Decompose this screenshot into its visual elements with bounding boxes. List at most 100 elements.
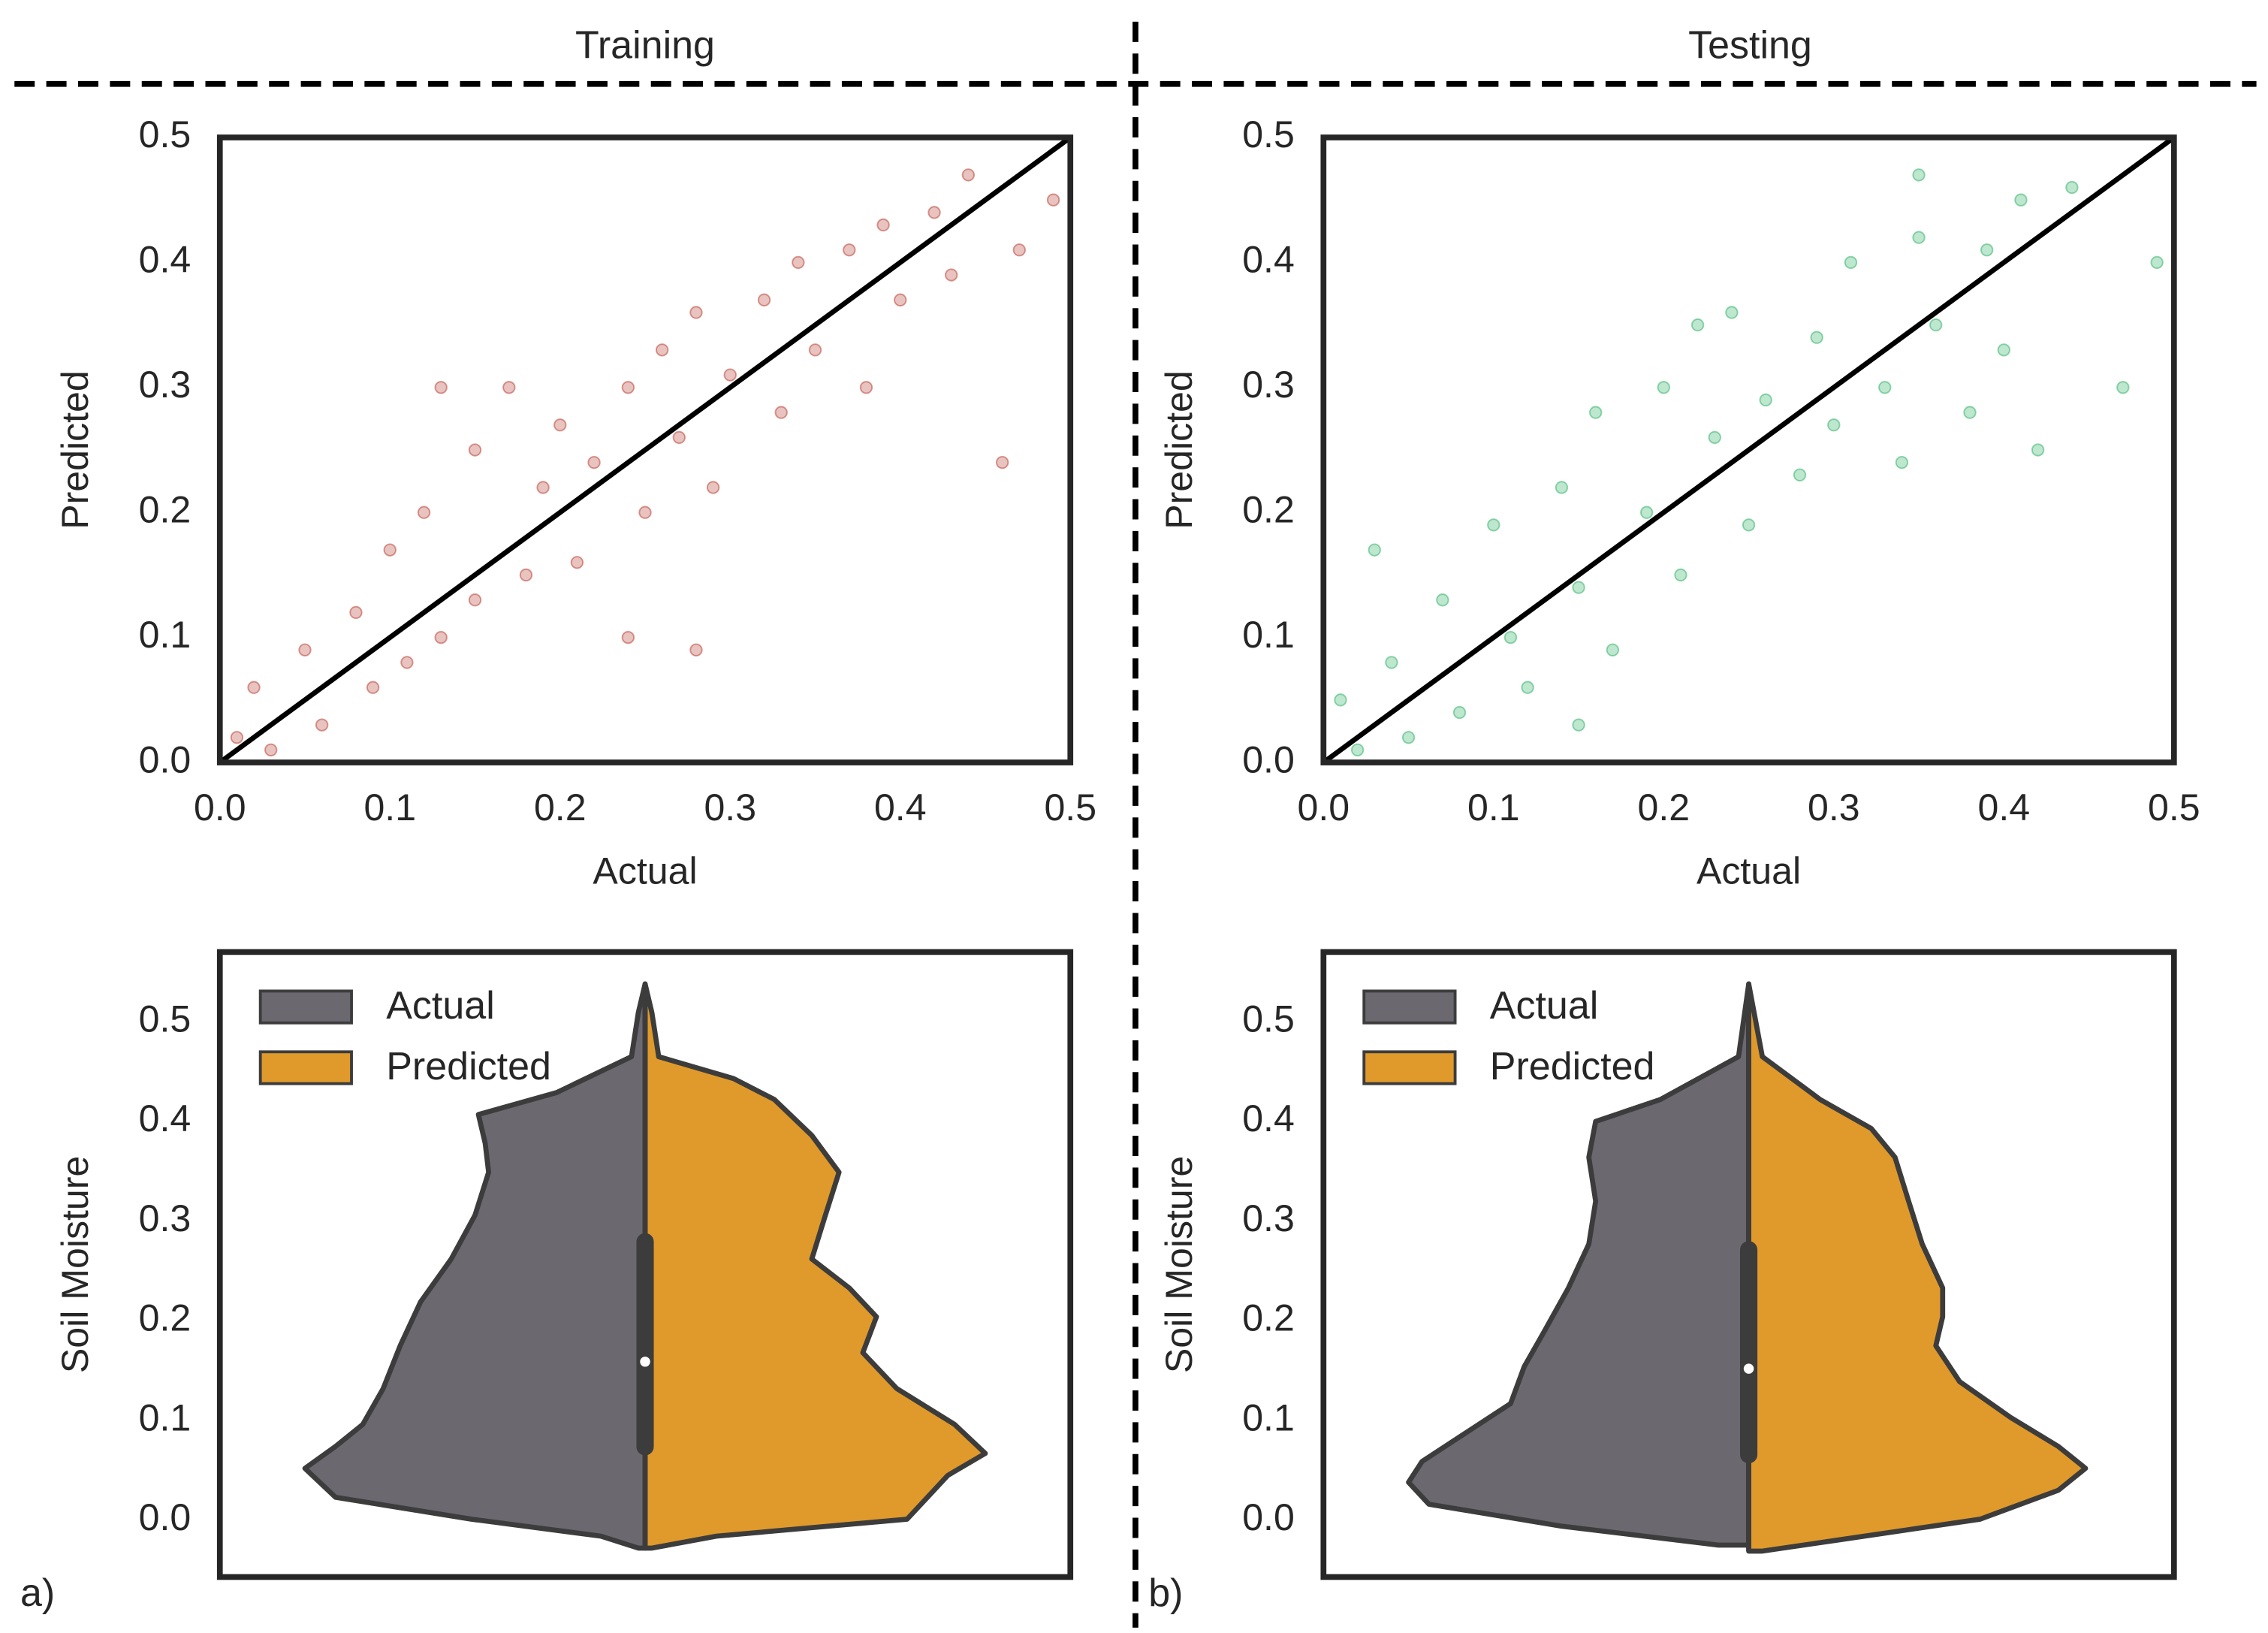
point <box>961 168 976 182</box>
axes-frame <box>1320 949 2177 1580</box>
y-tick-label: 0.3 <box>1242 1197 1295 1239</box>
point <box>792 255 805 270</box>
points <box>1334 168 2164 757</box>
x-tick-label: 0.1 <box>1467 786 1520 829</box>
x-tick-label: 0.2 <box>1638 786 1690 829</box>
legend-label: Actual <box>386 984 495 1028</box>
legend-swatch <box>258 1050 353 1085</box>
y-tick-label: 0.0 <box>1242 1496 1295 1538</box>
point <box>1759 393 1772 407</box>
point <box>2065 180 2079 195</box>
y-tick-label: 0.3 <box>1242 364 1295 406</box>
y-tick-label: 0.2 <box>1242 488 1295 530</box>
y-axis-label: Soil Moisture <box>1158 1156 1200 1373</box>
point <box>1963 406 1977 419</box>
median <box>640 1357 650 1367</box>
point <box>1793 468 1807 481</box>
point <box>1929 318 1943 332</box>
point <box>1572 581 1585 594</box>
box <box>1740 1241 1758 1464</box>
x-tick-label: 0.4 <box>1978 786 2031 829</box>
y-tick-label: 0.4 <box>1242 1097 1295 1139</box>
point <box>621 630 635 644</box>
point <box>1708 430 1721 445</box>
point <box>1980 243 1994 257</box>
point <box>1334 693 1347 707</box>
point <box>264 743 278 757</box>
x-tick-label: 0.3 <box>1808 786 1860 829</box>
y-tick-label: 0.2 <box>1242 1297 1295 1339</box>
violin-half <box>1406 981 1751 1548</box>
panel-label: b) <box>1148 1571 1183 1615</box>
legend-label: Actual <box>1490 984 1599 1028</box>
x-tick-label: 0.5 <box>1044 786 1096 829</box>
legend-swatch <box>1362 1050 1457 1085</box>
point <box>298 643 312 657</box>
point <box>366 681 380 694</box>
point <box>689 643 703 657</box>
y-axis-label: Predicted <box>1158 370 1200 530</box>
point <box>2150 255 2164 270</box>
point <box>1436 593 1449 607</box>
point <box>1827 418 1841 432</box>
y-tick-label: 0.5 <box>139 998 192 1040</box>
point <box>2116 381 2130 394</box>
point <box>655 343 669 357</box>
y-tick-label: 0.5 <box>139 113 192 155</box>
x-tick-label: 0.1 <box>363 786 416 829</box>
point <box>1503 630 1518 644</box>
point <box>519 568 533 582</box>
point <box>502 381 516 394</box>
point <box>1385 656 1398 669</box>
point <box>2031 443 2045 457</box>
x-axis-label: Actual <box>1696 850 1801 892</box>
point <box>1912 231 1926 244</box>
point <box>1046 193 1060 207</box>
point <box>570 556 584 569</box>
point <box>927 206 941 219</box>
y-tick-label: 0.1 <box>139 1396 192 1438</box>
point <box>1657 381 1670 394</box>
points <box>230 168 1060 757</box>
y-tick-label: 0.1 <box>1242 614 1295 656</box>
point <box>1452 705 1467 720</box>
point <box>859 381 873 394</box>
point <box>945 268 958 282</box>
point <box>417 506 431 519</box>
median <box>1743 1363 1754 1374</box>
legend-label: Predicted <box>386 1045 551 1088</box>
y-tick-label: 0.1 <box>139 614 192 656</box>
point <box>468 593 482 607</box>
point <box>230 731 244 744</box>
point <box>383 543 397 557</box>
point <box>315 718 329 732</box>
legend-swatch <box>258 989 353 1025</box>
x-tick-label: 0.3 <box>704 786 756 829</box>
point <box>706 481 720 494</box>
violin-half <box>642 981 988 1551</box>
axes-frame <box>1320 134 2177 765</box>
point <box>808 343 822 357</box>
point <box>876 218 890 232</box>
point <box>434 630 448 644</box>
y-tick-label: 0.4 <box>139 1097 192 1139</box>
x-tick-label: 0.0 <box>1298 786 1350 829</box>
point <box>1401 731 1416 744</box>
legend-label: Predicted <box>1490 1045 1655 1088</box>
point <box>400 656 414 669</box>
y-axis-label: Soil Moisture <box>54 1156 96 1373</box>
y-tick-label: 0.4 <box>1242 239 1295 281</box>
column-header: Testing <box>1688 23 1812 67</box>
legend-swatch <box>1362 989 1457 1025</box>
point <box>1521 681 1534 694</box>
point <box>1690 318 1705 332</box>
y-tick-label: 0.3 <box>139 1197 192 1239</box>
point <box>1350 743 1365 757</box>
point <box>1912 168 1926 182</box>
panel-label: a) <box>20 1571 55 1615</box>
point <box>1674 568 1687 582</box>
point <box>1606 643 1620 657</box>
point <box>638 506 652 519</box>
y-tick-label: 0.2 <box>139 1297 192 1339</box>
